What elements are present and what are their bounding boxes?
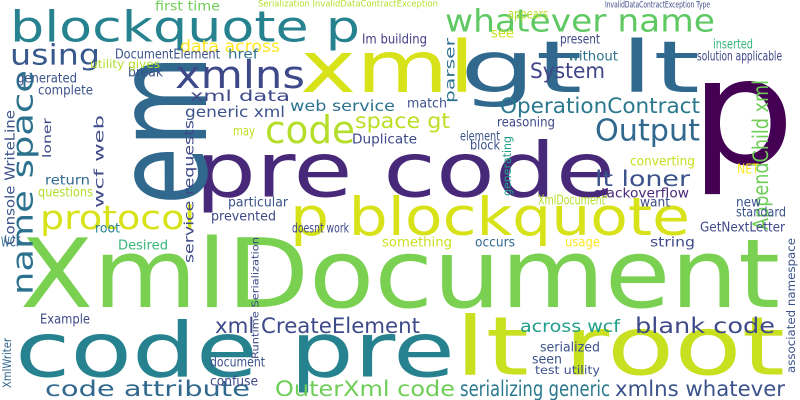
word-root: root [95, 222, 120, 237]
word-solution-applicable: solution applicable [697, 50, 782, 65]
word-example: Example [40, 313, 90, 328]
word-generating: generating [500, 136, 514, 196]
word-xml-data: xml data [190, 87, 290, 105]
word-questions: questions [38, 186, 93, 201]
word-runtime-serialization: Runtime Serialization [251, 237, 262, 359]
word-operationcontract: OperationContract [500, 94, 700, 118]
word-utility-gives: utility gives [90, 57, 160, 71]
word-code-pre: code pre [15, 306, 455, 395]
word-block: block [470, 139, 500, 154]
word-using: using [10, 39, 100, 72]
word-parser: parser [444, 37, 459, 103]
word-see: see [491, 27, 514, 42]
word-im-building: Im building [362, 33, 427, 48]
word-inserted: inserted [713, 38, 753, 53]
word-net: NET [737, 163, 760, 178]
word-web-service: web service [290, 97, 395, 115]
word-doesnt-work: doesnt work [292, 222, 349, 237]
word-protocol: protocol [40, 198, 195, 237]
word-reasoning: reasoning [497, 116, 555, 131]
word-element: element [460, 130, 500, 145]
word-confuse: confuse [210, 375, 258, 390]
word-test-utility: test utility [535, 363, 600, 377]
word-blockquote-p: blockquote p [10, 3, 360, 53]
word-something: something [382, 236, 452, 251]
word-invaliddatacontractexception-type: InvalidDataContractException Type [605, 1, 710, 11]
word-console-writeline: Console WriteLine [4, 110, 19, 245]
word-xmldocument: XmlDocument [20, 220, 780, 330]
word-new: new [736, 196, 761, 211]
word-xmlns-whatever: xmlns whatever [615, 377, 785, 400]
word-desired: Desired [118, 239, 168, 254]
word-data-across: data across [180, 37, 280, 57]
word-code-attribute: code attribute [45, 377, 250, 400]
word-usage: usage [565, 236, 600, 251]
word-service-requests: service requests [183, 120, 198, 263]
word-may: may [233, 125, 255, 140]
word-getnextletter: GetNextLetter [700, 221, 785, 236]
word-without: without [568, 50, 618, 65]
word-across-wcf: across wcf [520, 317, 621, 337]
word-serialized: serialized [540, 341, 600, 356]
word-seen: seen [532, 353, 562, 368]
word-href: href [228, 48, 258, 63]
word-want: want [640, 196, 670, 211]
word-match: match [407, 97, 447, 112]
word-serializing-generic: serializing generic [460, 377, 610, 400]
word-p: p [690, 27, 795, 199]
word-generic-xml: generic xml [185, 103, 285, 121]
word-system: System [530, 59, 605, 83]
word-wcf: WCF [1, 236, 21, 251]
word-xml-createelement: xml CreateElement [215, 314, 420, 338]
word-name-space: name space [7, 70, 40, 295]
word-gt-lt: gt lt [460, 26, 700, 109]
word-em: em [88, 55, 237, 205]
word-documentelement: DocumentElement [115, 48, 220, 63]
word-loner: loner [40, 118, 54, 158]
word-complete: complete [38, 84, 93, 99]
word-converting: converting [630, 155, 695, 170]
word-code: code [265, 108, 355, 152]
word-xml: xml [300, 26, 475, 109]
word-standard: standard [736, 206, 786, 221]
word-appendchild-xml: AppendChild xml [749, 80, 773, 230]
word-pre-code: pre code [195, 126, 615, 215]
word-prevented: prevented [211, 210, 276, 225]
word-output: Output [595, 114, 700, 149]
word-string: string [650, 236, 695, 251]
word-appears: appears [508, 8, 548, 23]
word-p-blockquote: p blockquote [290, 187, 690, 248]
word-associated-namespace: associated namespace [784, 238, 798, 373]
word-break: break [128, 66, 163, 81]
word-xmlwriter: XmlWriter [0, 338, 14, 388]
word-document: document [210, 356, 265, 371]
word-xmldocument: XmlDocument' [538, 194, 608, 209]
word-return: return [45, 174, 90, 189]
word-serialization-invaliddatacontractexception: Serialization InvalidDataContractExcepti… [258, 0, 438, 10]
word-duplicate: Duplicate [352, 133, 417, 148]
word-particular: particular [228, 196, 288, 211]
word-stackoverflow: stackoverflow [594, 187, 689, 202]
word-wcf-web: wcf web [93, 115, 108, 208]
word-lt-root: lt root [455, 301, 785, 395]
word-first-time: first time [155, 0, 220, 15]
word-outerxml-code: OuterXml code [275, 377, 455, 400]
word-present: present [560, 33, 600, 48]
word-space-gt: space gt [355, 109, 450, 133]
word-xmlns: xmlns [175, 53, 305, 97]
word-whatever-name: whatever name [445, 4, 715, 40]
word-generated: generated [17, 72, 77, 87]
word-blank-code: blank code [635, 314, 775, 338]
word-occurs: occurs [475, 236, 515, 251]
word-lt-loner: lt loner [595, 167, 691, 191]
